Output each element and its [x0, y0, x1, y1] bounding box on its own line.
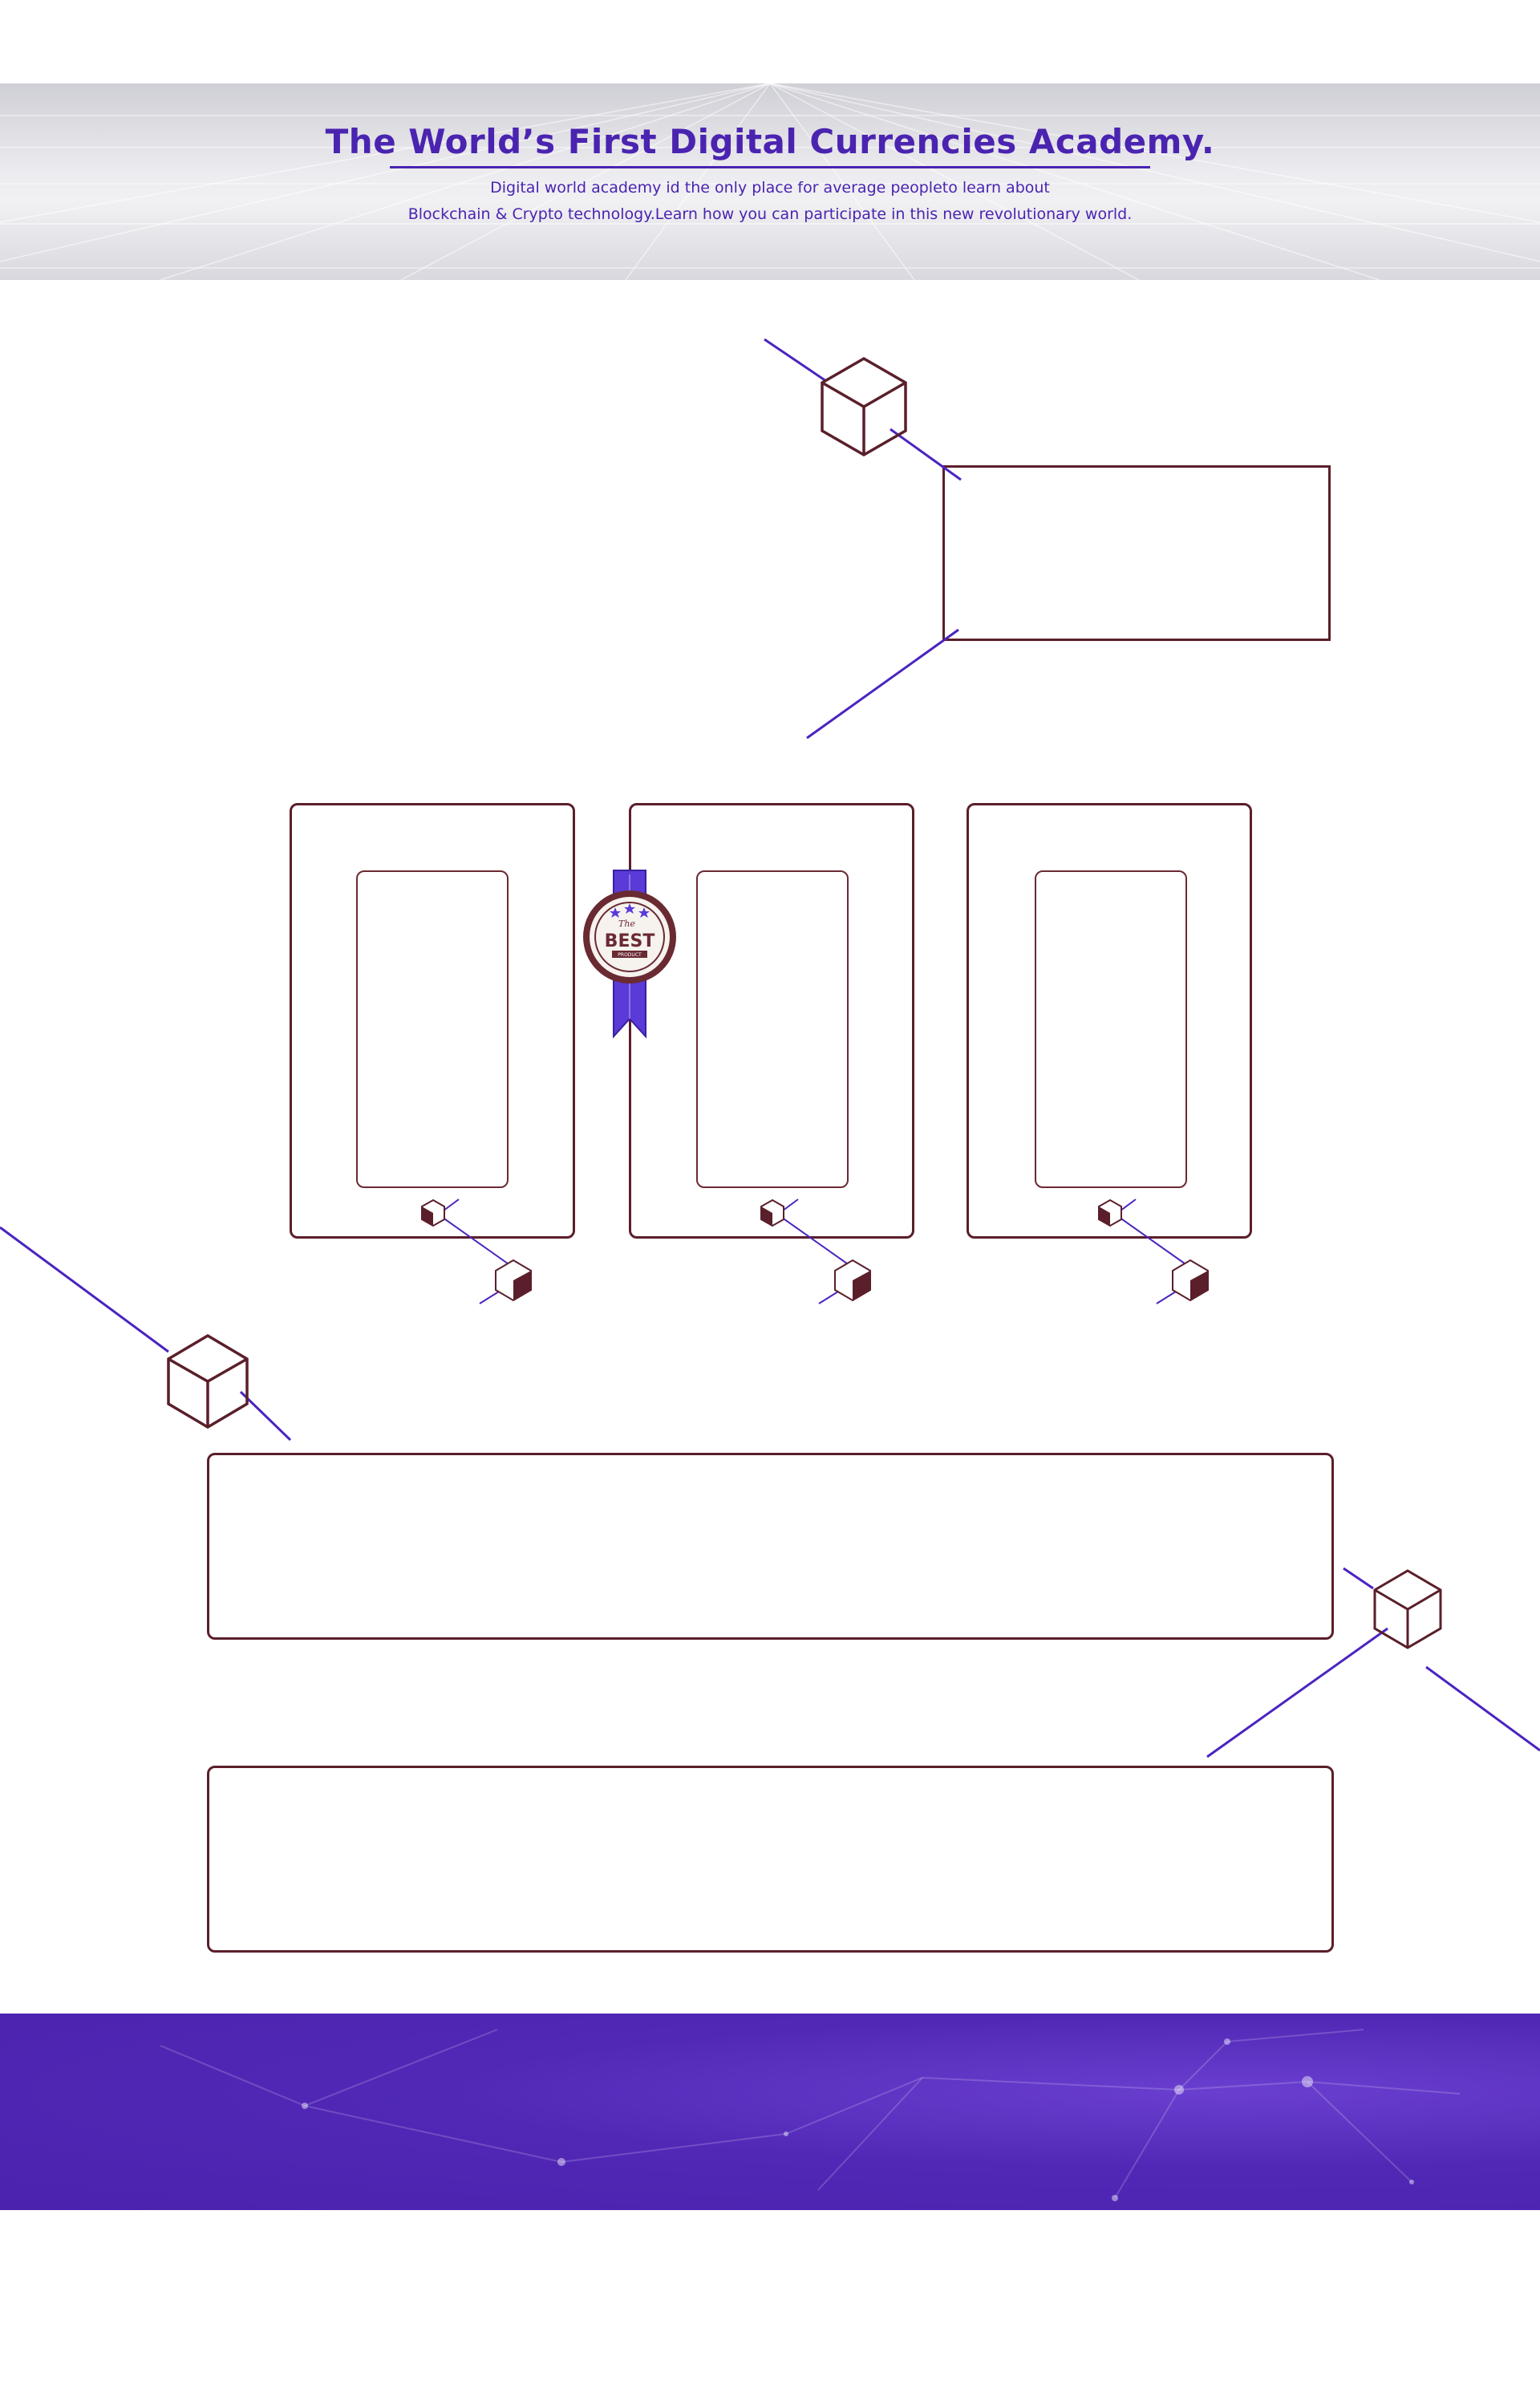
course-card-3[interactable]	[967, 803, 1252, 1239]
course-card-1-image-slot	[356, 870, 509, 1188]
hero-subtitle-line-2: Blockchain & Crypto technology.Learn how…	[407, 205, 1133, 223]
connector-line-top-left	[764, 338, 827, 383]
connector-line-right-edge	[1425, 1665, 1540, 1752]
connector-line-left	[0, 1226, 169, 1353]
course-card-2-image-slot	[696, 870, 849, 1188]
hero-title-underline	[390, 166, 1150, 168]
footer-network-band	[0, 2014, 1540, 2210]
hero-banner	[0, 83, 1540, 280]
grid-floor-background	[0, 83, 1540, 280]
course-card-3-image-slot	[1035, 870, 1187, 1188]
cube-icon	[834, 1259, 871, 1302]
cube-icon	[1172, 1259, 1209, 1302]
cube-icon	[1373, 1569, 1442, 1649]
connector-line-left-short	[239, 1390, 292, 1442]
content-box-1	[207, 1453, 1334, 1640]
cube-icon	[821, 356, 907, 457]
content-box-2	[207, 1766, 1334, 1953]
intro-text-box	[942, 465, 1331, 641]
network-lines-background	[160, 2029, 1461, 2201]
connector-line-right-short	[1343, 1567, 1374, 1590]
hero-title: The World’s First Digital Currencies Aca…	[325, 122, 1215, 161]
cube-icon	[167, 1333, 249, 1430]
course-card-1[interactable]	[290, 803, 575, 1239]
connector-line-right-down	[1206, 1627, 1388, 1758]
course-card-2[interactable]	[629, 803, 914, 1239]
hero-subtitle-line-1: Digital world academy id the only place …	[490, 179, 1050, 197]
connector-line-intro-bottom	[806, 628, 959, 740]
cube-icon	[495, 1259, 532, 1302]
